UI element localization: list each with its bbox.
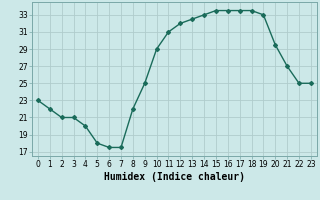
X-axis label: Humidex (Indice chaleur): Humidex (Indice chaleur) [104,172,245,182]
